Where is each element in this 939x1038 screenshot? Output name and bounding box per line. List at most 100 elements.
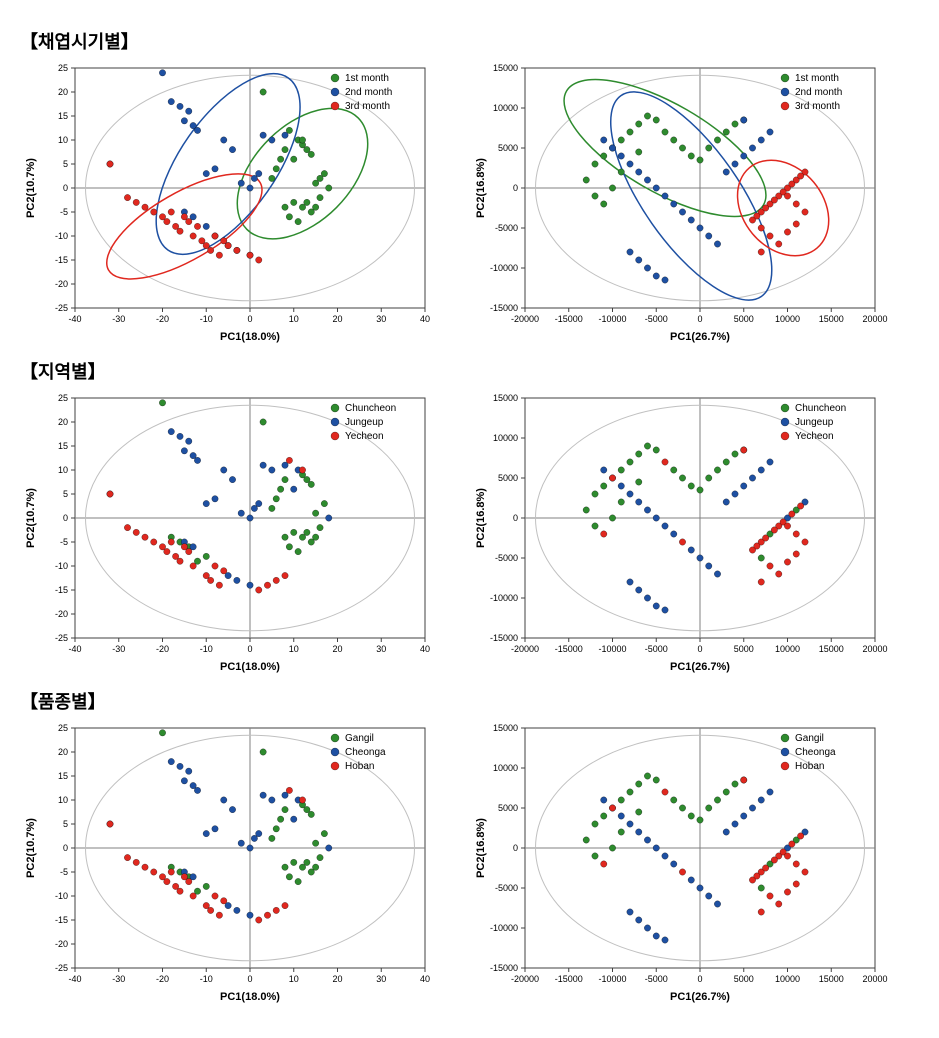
data-point-green: [260, 749, 266, 755]
data-point-red: [207, 907, 213, 913]
x-tick-label: -20: [156, 314, 169, 324]
data-point-green: [662, 129, 668, 135]
legend-marker: [331, 748, 339, 756]
legend-label: Jungeup: [795, 417, 834, 428]
data-point-green: [644, 443, 650, 449]
data-point-blue: [706, 893, 712, 899]
legend-label: 3rd month: [795, 101, 840, 112]
data-point-red: [741, 447, 747, 453]
legend-label: Cheonga: [345, 747, 386, 758]
chart-row-0: -40-30-20-10010203040-25-20-15-10-505101…: [20, 58, 919, 348]
data-point-green: [706, 805, 712, 811]
data-point-green: [321, 830, 327, 836]
data-point-red: [151, 539, 157, 545]
legend-marker: [331, 734, 339, 742]
data-point-blue: [177, 763, 183, 769]
data-point-green: [618, 467, 624, 473]
x-tick-label: 20: [332, 974, 342, 984]
data-point-red: [784, 559, 790, 565]
data-point-blue: [636, 829, 642, 835]
data-point-red: [784, 889, 790, 895]
data-point-blue: [260, 792, 266, 798]
data-point-blue: [671, 861, 677, 867]
data-point-blue: [714, 901, 720, 907]
data-point-blue: [177, 103, 183, 109]
data-point-green: [321, 500, 327, 506]
data-point-red: [758, 249, 764, 255]
data-point-red: [107, 161, 113, 167]
data-point-red: [107, 821, 113, 827]
data-point-red: [758, 909, 764, 915]
data-point-blue: [601, 137, 607, 143]
legend-label: Yecheon: [345, 431, 384, 442]
data-point-blue: [247, 515, 253, 521]
data-point-blue: [627, 161, 633, 167]
data-point-green: [282, 476, 288, 482]
y-axis-label: PC2(16.8%): [475, 818, 487, 878]
x-tick-label: -20: [156, 974, 169, 984]
data-point-blue: [653, 515, 659, 521]
data-point-green: [273, 496, 279, 502]
data-point-blue: [234, 907, 240, 913]
y-tick-label: 10: [58, 465, 68, 475]
data-point-blue: [749, 475, 755, 481]
y-tick-label: 5000: [498, 473, 518, 483]
data-point-blue: [212, 496, 218, 502]
data-point-blue: [247, 845, 253, 851]
data-point-blue: [238, 180, 244, 186]
x-axis-label: PC1(26.7%): [670, 991, 730, 1003]
data-point-green: [203, 553, 209, 559]
legend-label: Chuncheon: [345, 403, 396, 414]
section-title-0: 【채엽시기별】: [20, 28, 919, 54]
data-point-blue: [653, 185, 659, 191]
x-tick-label: 10000: [775, 314, 800, 324]
x-axis-label: PC1(18.0%): [220, 331, 280, 343]
x-tick-label: -20000: [511, 974, 539, 984]
x-tick-label: -40: [68, 314, 81, 324]
data-point-red: [212, 233, 218, 239]
data-point-blue: [697, 885, 703, 891]
data-point-green: [627, 789, 633, 795]
data-point-blue: [723, 169, 729, 175]
data-point-red: [282, 902, 288, 908]
data-point-red: [754, 213, 760, 219]
data-point-green: [159, 400, 165, 406]
data-point-blue: [238, 510, 244, 516]
data-point-green: [308, 811, 314, 817]
data-point-green: [308, 151, 314, 157]
data-point-green: [723, 459, 729, 465]
data-point-green: [644, 113, 650, 119]
y-tick-label: 0: [63, 843, 68, 853]
legend-label: 1st month: [795, 73, 839, 84]
data-point-red: [273, 577, 279, 583]
legend-marker: [781, 74, 789, 82]
data-point-red: [299, 467, 305, 473]
data-point-blue: [269, 467, 275, 473]
chart-row-1: -40-30-20-10010203040-25-20-15-10-505101…: [20, 388, 919, 678]
data-point-red: [264, 582, 270, 588]
data-point-blue: [644, 507, 650, 513]
data-point-blue: [627, 821, 633, 827]
pca-scatter-chart: -20000-15000-10000-500005000100001500020…: [470, 718, 890, 1008]
data-point-red: [124, 194, 130, 200]
data-point-red: [793, 881, 799, 887]
data-point-blue: [194, 127, 200, 133]
x-tick-label: 30: [376, 644, 386, 654]
x-tick-label: 0: [247, 314, 252, 324]
data-point-green: [636, 149, 642, 155]
y-tick-label: -15000: [490, 303, 518, 313]
data-point-red: [793, 531, 799, 537]
y-tick-label: 10: [58, 135, 68, 145]
x-tick-label: 20: [332, 314, 342, 324]
pca-scatter-chart: -20000-15000-10000-500005000100001500020…: [470, 58, 890, 348]
x-tick-label: 10000: [775, 974, 800, 984]
data-point-green: [286, 874, 292, 880]
data-point-blue: [269, 137, 275, 143]
data-point-blue: [653, 273, 659, 279]
data-point-green: [653, 777, 659, 783]
x-tick-label: -10000: [598, 644, 626, 654]
data-point-blue: [181, 778, 187, 784]
data-point-green: [697, 487, 703, 493]
data-point-green: [679, 475, 685, 481]
data-point-blue: [609, 145, 615, 151]
